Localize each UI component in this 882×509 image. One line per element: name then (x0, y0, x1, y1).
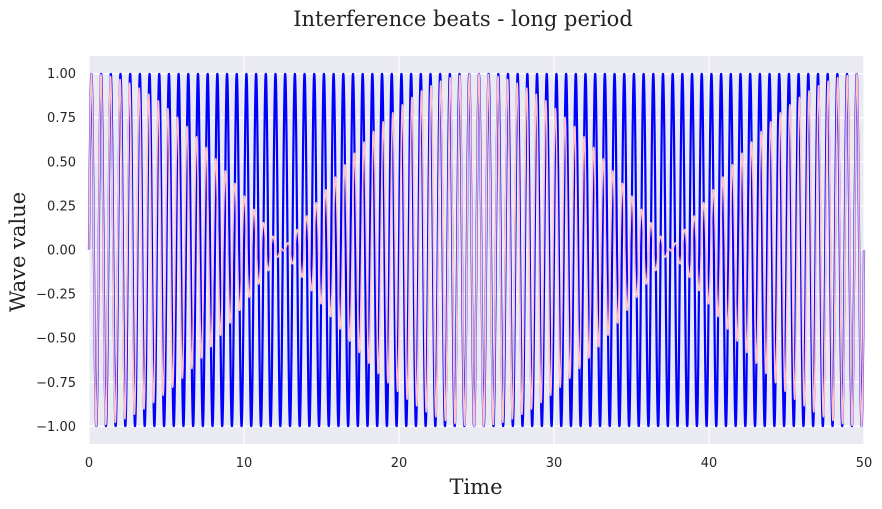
y-tick-label: −0.25 (36, 288, 76, 303)
x-axis-label: Time (449, 475, 502, 499)
x-tick-label: 0 (85, 456, 93, 471)
y-tick-label: 0.75 (47, 111, 76, 126)
series-layer (87, 72, 866, 428)
y-tick-label: 1.00 (47, 67, 76, 82)
y-tick-label: −0.75 (36, 376, 76, 391)
x-tick-label: 20 (391, 456, 408, 471)
y-axis: −1.00 −0.75 −0.50 −0.25 0.00 0.25 0.50 0.75 1.00 (36, 67, 76, 435)
series-line-pink (88, 73, 865, 427)
y-tick-label: 0.00 (47, 244, 76, 259)
y-tick-label: −1.00 (36, 420, 76, 435)
x-tick-label: 10 (236, 456, 253, 471)
y-tick-label: −0.50 (36, 332, 76, 347)
y-tick-label: 0.25 (47, 199, 76, 214)
x-tick-label: 30 (546, 456, 563, 471)
chart-title: Interference beats - long period (293, 7, 633, 31)
y-axis-label: Wave value (6, 192, 30, 312)
x-tick-label: 40 (701, 456, 718, 471)
x-tick-label: 50 (856, 456, 873, 471)
y-tick-label: 0.50 (47, 155, 76, 170)
x-axis: 0 10 20 30 40 50 (85, 456, 872, 471)
